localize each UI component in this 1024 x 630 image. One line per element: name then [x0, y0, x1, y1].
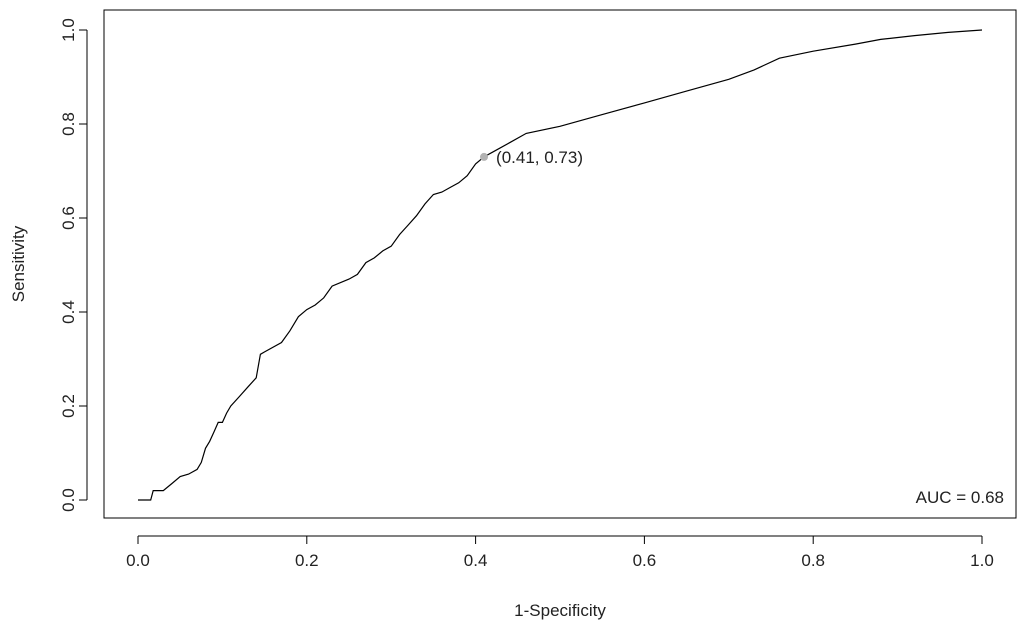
y-tick-label: 0.4 — [59, 300, 78, 324]
y-axis: 0.0 0.2 0.4 0.6 0.8 1.0 — [59, 18, 88, 512]
y-axis-title: Sensitivity — [9, 225, 28, 302]
x-tick-label: 1.0 — [970, 551, 994, 570]
y-tick-label: 0.8 — [59, 112, 78, 136]
x-axis: 0.0 0.2 0.4 0.6 0.8 1.0 — [126, 535, 994, 570]
y-tick-label: 1.0 — [59, 18, 78, 42]
x-tick-label: 0.0 — [126, 551, 150, 570]
x-tick-label: 0.8 — [801, 551, 825, 570]
x-tick-label: 0.2 — [295, 551, 319, 570]
y-tick-label: 0.2 — [59, 394, 78, 418]
x-tick-label: 0.6 — [633, 551, 657, 570]
highlight-point-label: (0.41, 0.73) — [496, 148, 583, 167]
series-layer — [138, 29, 983, 501]
x-axis-title: 1-Specificity — [514, 601, 606, 620]
y-tick-label: 0.6 — [59, 206, 78, 230]
plot-frame — [103, 9, 1017, 519]
auc-annotation: AUC = 0.68 — [916, 488, 1004, 507]
y-tick-label: 0.0 — [59, 488, 78, 512]
roc-curve-line — [138, 29, 983, 501]
x-tick-label: 0.4 — [464, 551, 488, 570]
highlight-point — [480, 152, 489, 161]
